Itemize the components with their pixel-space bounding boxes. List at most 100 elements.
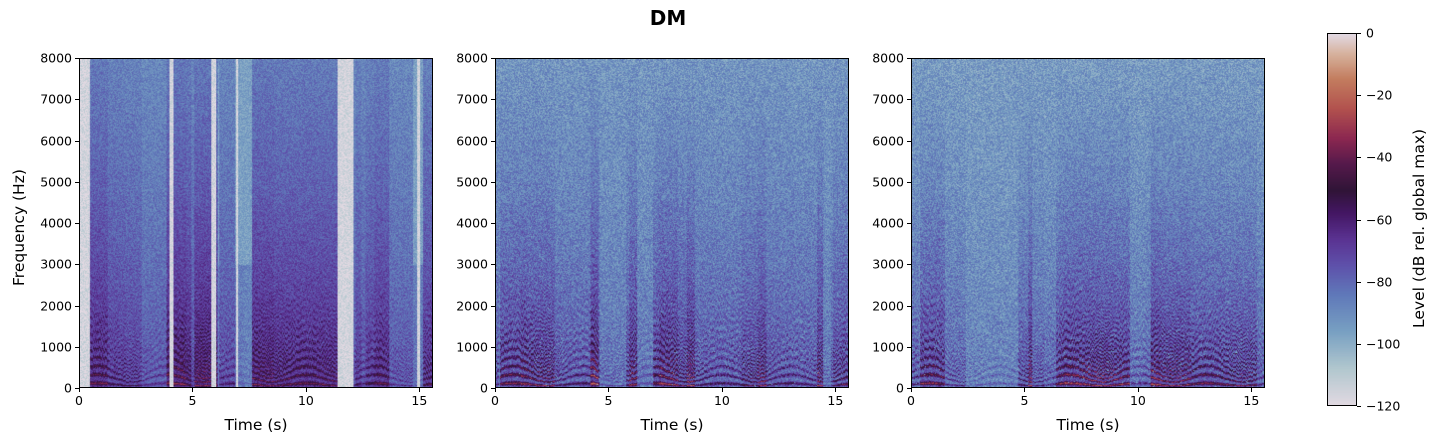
y-tick-mark <box>491 181 495 183</box>
y-tick-label: 1000 <box>872 339 904 355</box>
colorbar-tick-mark <box>1357 33 1361 34</box>
spectrogram-image-1 <box>80 59 432 387</box>
x-tick-mark <box>835 388 837 392</box>
colorbar-tick-mark <box>1357 406 1361 407</box>
y-tick-mark <box>907 99 911 101</box>
colorbar-tick-mark <box>1357 281 1361 283</box>
x-tick-label: 0 <box>75 393 83 408</box>
y-tick-label: 7000 <box>40 91 72 107</box>
y-tick-label: 2000 <box>872 298 904 313</box>
colorbar-tick-label: −100 <box>1366 336 1401 352</box>
y-tick-mark <box>75 181 79 183</box>
y-tick-label: 1000 <box>40 339 72 355</box>
y-tick-label: 3000 <box>456 256 488 272</box>
x-tick-mark <box>1251 388 1253 392</box>
y-tick-label: 6000 <box>456 133 488 148</box>
y-tick-label: 5000 <box>456 174 488 190</box>
y-tick-label: 5000 <box>40 174 72 190</box>
y-tick-mark <box>491 305 495 307</box>
y-tick-mark <box>907 264 911 266</box>
x-tick-mark <box>305 388 307 392</box>
y-tick-mark <box>75 58 79 59</box>
y-tick-label: 0 <box>896 380 904 396</box>
figure-title: DM <box>649 6 687 30</box>
x-tick-label: 5 <box>604 393 613 408</box>
colorbar-tick-mark <box>1357 219 1361 221</box>
colorbar-label: Level (dB rel. global max) <box>1410 128 1428 328</box>
y-tick-mark <box>907 346 911 348</box>
y-tick-mark <box>75 99 79 101</box>
x-tick-mark <box>608 388 610 392</box>
colorbar-tick-mark <box>1357 157 1361 159</box>
y-tick-mark <box>75 305 79 307</box>
y-tick-label: 4000 <box>872 215 904 231</box>
y-tick-label: 3000 <box>872 256 904 272</box>
y-axis-label: Frequency (Hz) <box>10 169 28 286</box>
spectrogram-panel-1 <box>79 58 433 388</box>
x-tick-label: 5 <box>1020 393 1029 408</box>
y-tick-label: 7000 <box>456 91 488 107</box>
y-tick-mark <box>75 140 79 142</box>
spectrogram-panel-3 <box>911 58 1265 388</box>
y-tick-mark <box>907 223 911 224</box>
x-tick-mark <box>1137 388 1139 392</box>
y-tick-mark <box>491 388 495 389</box>
y-tick-mark <box>75 264 79 266</box>
y-tick-mark <box>491 264 495 266</box>
colorbar-tick-label: −80 <box>1366 274 1393 290</box>
y-tick-label: 8000 <box>456 50 488 66</box>
y-tick-mark <box>907 388 911 389</box>
colorbar-tick-mark <box>1357 95 1361 97</box>
y-tick-label: 4000 <box>40 215 72 231</box>
x-tick-mark <box>192 388 194 392</box>
y-tick-label: 6000 <box>40 133 72 148</box>
y-tick-label: 0 <box>480 380 488 396</box>
x-tick-mark <box>495 388 496 392</box>
y-tick-label: 4000 <box>456 215 488 231</box>
y-tick-label: 8000 <box>40 50 72 66</box>
x-tick-label: 10 <box>1129 393 1146 408</box>
x-tick-mark <box>911 388 912 392</box>
colorbar-tick-label: −20 <box>1366 87 1393 103</box>
x-tick-label: 10 <box>297 393 314 408</box>
y-tick-mark <box>907 305 911 307</box>
spectrogram-image-2 <box>496 59 848 387</box>
y-tick-label: 3000 <box>40 256 72 272</box>
colorbar-tick-label: −60 <box>1366 212 1393 227</box>
y-tick-mark <box>75 346 79 348</box>
colorbar-tick-label: −120 <box>1366 398 1401 414</box>
x-tick-mark <box>79 388 80 392</box>
y-tick-label: 2000 <box>456 298 488 313</box>
colorbar-gradient <box>1328 34 1356 405</box>
spectrogram-image-3 <box>912 59 1264 387</box>
y-tick-mark <box>491 58 495 59</box>
x-tick-mark <box>419 388 421 392</box>
x-tick-mark <box>721 388 723 392</box>
colorbar-tick-label: −40 <box>1366 149 1393 165</box>
y-tick-mark <box>491 140 495 142</box>
y-tick-label: 2000 <box>40 298 72 313</box>
y-tick-mark <box>491 223 495 224</box>
x-tick-label: 15 <box>411 393 428 408</box>
spectrogram-panel-2 <box>495 58 849 388</box>
y-tick-label: 7000 <box>872 91 904 107</box>
y-tick-mark <box>907 140 911 142</box>
x-axis-label-3: Time (s) <box>1056 416 1120 434</box>
y-tick-label: 1000 <box>456 339 488 355</box>
y-tick-mark <box>75 388 79 389</box>
y-tick-mark <box>907 181 911 183</box>
y-tick-label: 6000 <box>872 133 904 148</box>
colorbar-tick-mark <box>1357 343 1361 345</box>
y-tick-label: 0 <box>64 380 72 396</box>
x-tick-label: 10 <box>713 393 730 408</box>
colorbar <box>1327 33 1357 406</box>
x-tick-label: 15 <box>1243 393 1260 408</box>
y-tick-mark <box>491 99 495 101</box>
x-tick-label: 0 <box>907 393 915 408</box>
colorbar-tick-label: 0 <box>1366 25 1374 41</box>
y-tick-mark <box>907 58 911 59</box>
y-tick-mark <box>491 346 495 348</box>
y-tick-label: 8000 <box>872 50 904 66</box>
x-tick-mark <box>1024 388 1026 392</box>
x-axis-label-1: Time (s) <box>224 416 288 434</box>
